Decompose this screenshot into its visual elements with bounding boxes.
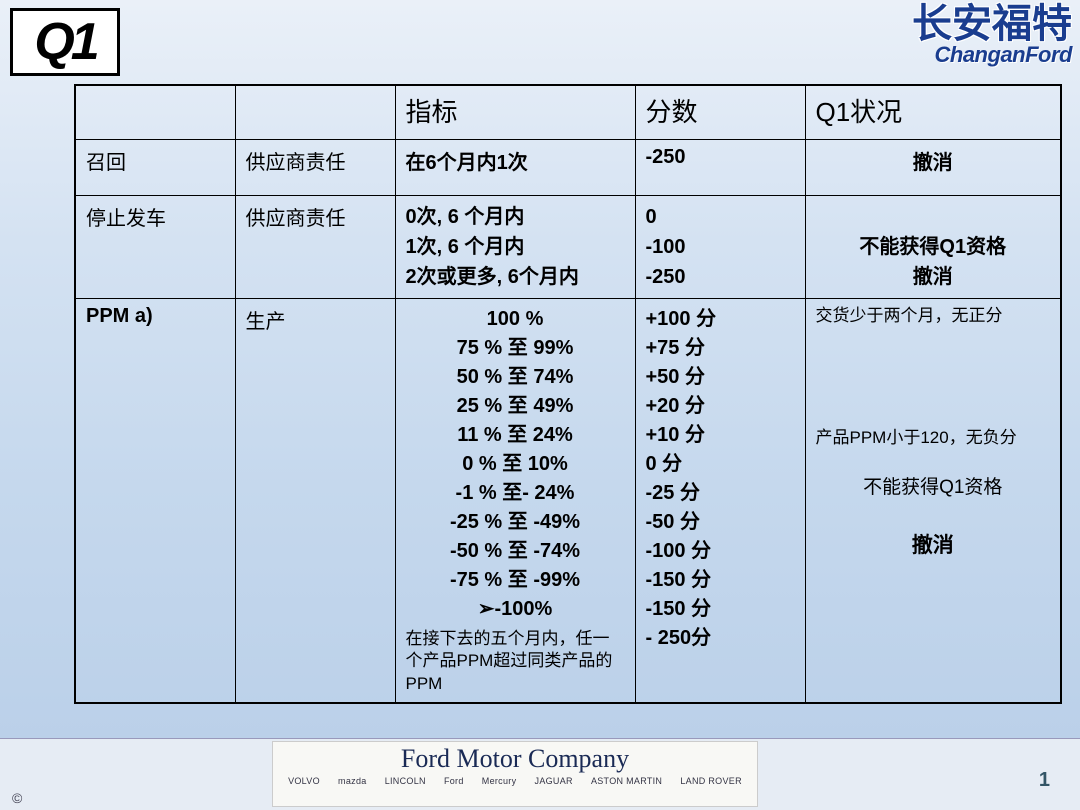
footer: Ford Motor Company VOLVO mazda LINCOLN F… [0,738,1080,810]
cell-production: 生产 [235,298,395,703]
table-row: PPM a) 生产 100 % 75 % 至 99% 50 % 至 74% 25… [75,298,1061,703]
brand-item: mazda [338,776,367,786]
header-c5: Q1状况 [805,85,1061,139]
brand-item: LINCOLN [385,776,426,786]
cell-stop-ship: 停止发车 [75,195,235,298]
scoring-table: 指标 分数 Q1状况 召回 供应商责任 在6个月内1次 -250 撤消 停止发车… [74,84,1062,704]
table-row: 停止发车 供应商责任 0次, 6 个月内 1次, 6 个月内 2次或更多, 6个… [75,195,1061,298]
ford-company-script: Ford Motor Company [273,742,757,774]
cell-status: 不能获得Q1资格 撤消 [805,195,1061,298]
q1-logo: Q1 [10,8,120,76]
brand-logos-row: VOLVO mazda LINCOLN Ford Mercury JAGUAR … [273,774,757,786]
status-note-1: 交货少于两个月，无正分 [816,305,1051,328]
ppm-ranges: 100 % 75 % 至 99% 50 % 至 74% 25 % 至 49% 1… [406,305,625,624]
brand-item: JAGUAR [535,776,573,786]
header-c2 [235,85,395,139]
cell-responsibility: 供应商责任 [235,195,395,298]
cell-metric: 在6个月内1次 [395,139,635,195]
status-note-4: 撤消 [816,529,1051,559]
q1-logo-text: Q1 [34,12,95,72]
brand-en: ChanganFord [912,44,1072,66]
header-c4: 分数 [635,85,805,139]
cell-status: 撤消 [805,139,1061,195]
status-note-2: 产品PPM小于120，无负分 [816,427,1051,450]
footer-logo-box: Ford Motor Company VOLVO mazda LINCOLN F… [272,741,758,807]
table-row: 召回 供应商责任 在6个月内1次 -250 撤消 [75,139,1061,195]
brand-block: 长安福特 ChanganFord [912,4,1072,66]
header-c1 [75,85,235,139]
brand-item: Mercury [482,776,517,786]
brand-item: Ford [444,776,464,786]
cell-metric: 0次, 6 个月内 1次, 6 个月内 2次或更多, 6个月内 [395,195,635,298]
brand-cn: 长安福特 [912,4,1072,44]
cell-metric: 100 % 75 % 至 99% 50 % 至 74% 25 % 至 49% 1… [395,298,635,703]
ppm-note: 在接下去的五个月内，任一个产品PPM超过同类产品的PPM [406,628,625,697]
cell-status: 交货少于两个月，无正分 产品PPM小于120，无负分 不能获得Q1资格 撤消 [805,298,1061,703]
page-number: 1 [1039,769,1050,792]
cell-recall: 召回 [75,139,235,195]
brand-item: VOLVO [288,776,320,786]
brand-item: ASTON MARTIN [591,776,662,786]
cell-responsibility: 供应商责任 [235,139,395,195]
status-note-3: 不能获得Q1资格 [816,472,1051,499]
table-header-row: 指标 分数 Q1状况 [75,85,1061,139]
copyright: © [12,790,22,806]
cell-score: 0 -100 -250 [635,195,805,298]
cell-score: -250 [635,139,805,195]
cell-ppm: PPM a) [75,298,235,703]
header-c3: 指标 [395,85,635,139]
cell-score: +100 分 +75 分 +50 分 +20 分 +10 分 0 分 -25 分… [635,298,805,703]
brand-item: LAND ROVER [680,776,742,786]
